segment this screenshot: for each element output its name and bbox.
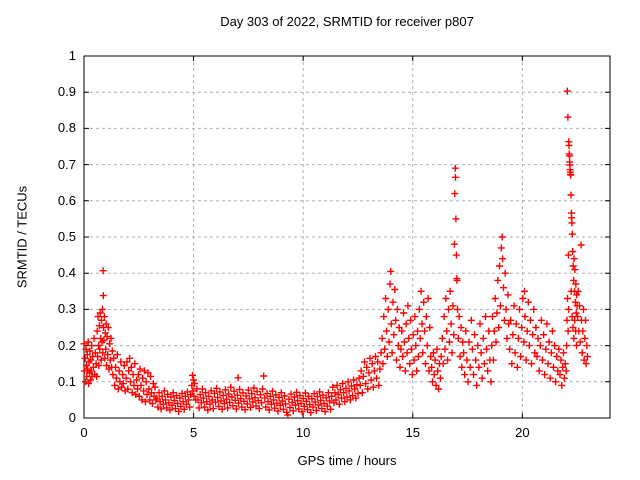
y-axis-title: SRMTID / TECUs [14, 185, 30, 289]
x-tick-label: 0 [80, 425, 88, 440]
x-tick-label: 20 [515, 425, 530, 440]
x-tick-label: 5 [189, 425, 198, 440]
x-axis-title: GPS time / hours [297, 453, 397, 468]
y-tick-label: 0.2 [57, 337, 76, 353]
x-tick-label: 10 [295, 425, 311, 440]
y-tick-label: 0.3 [57, 301, 76, 317]
y-tick-label: 0.4 [57, 265, 76, 281]
y-tick-label: 0.5 [57, 229, 76, 244]
y-tick-label: 0.6 [57, 192, 76, 208]
y-tick-label: 0.7 [57, 156, 76, 172]
y-tick-label: 1 [68, 48, 76, 63]
scatter-series-SRMTID [80, 87, 591, 419]
chart-title: Day 303 of 2022, SRMTID for receiver p80… [220, 14, 474, 29]
x-tick-label: 15 [405, 425, 420, 440]
y-tick-label: 0.8 [57, 120, 76, 136]
y-tick-label: 0.9 [57, 84, 76, 100]
y-tick-label: 0.1 [57, 373, 76, 389]
y-tick-label: 0 [68, 410, 76, 425]
